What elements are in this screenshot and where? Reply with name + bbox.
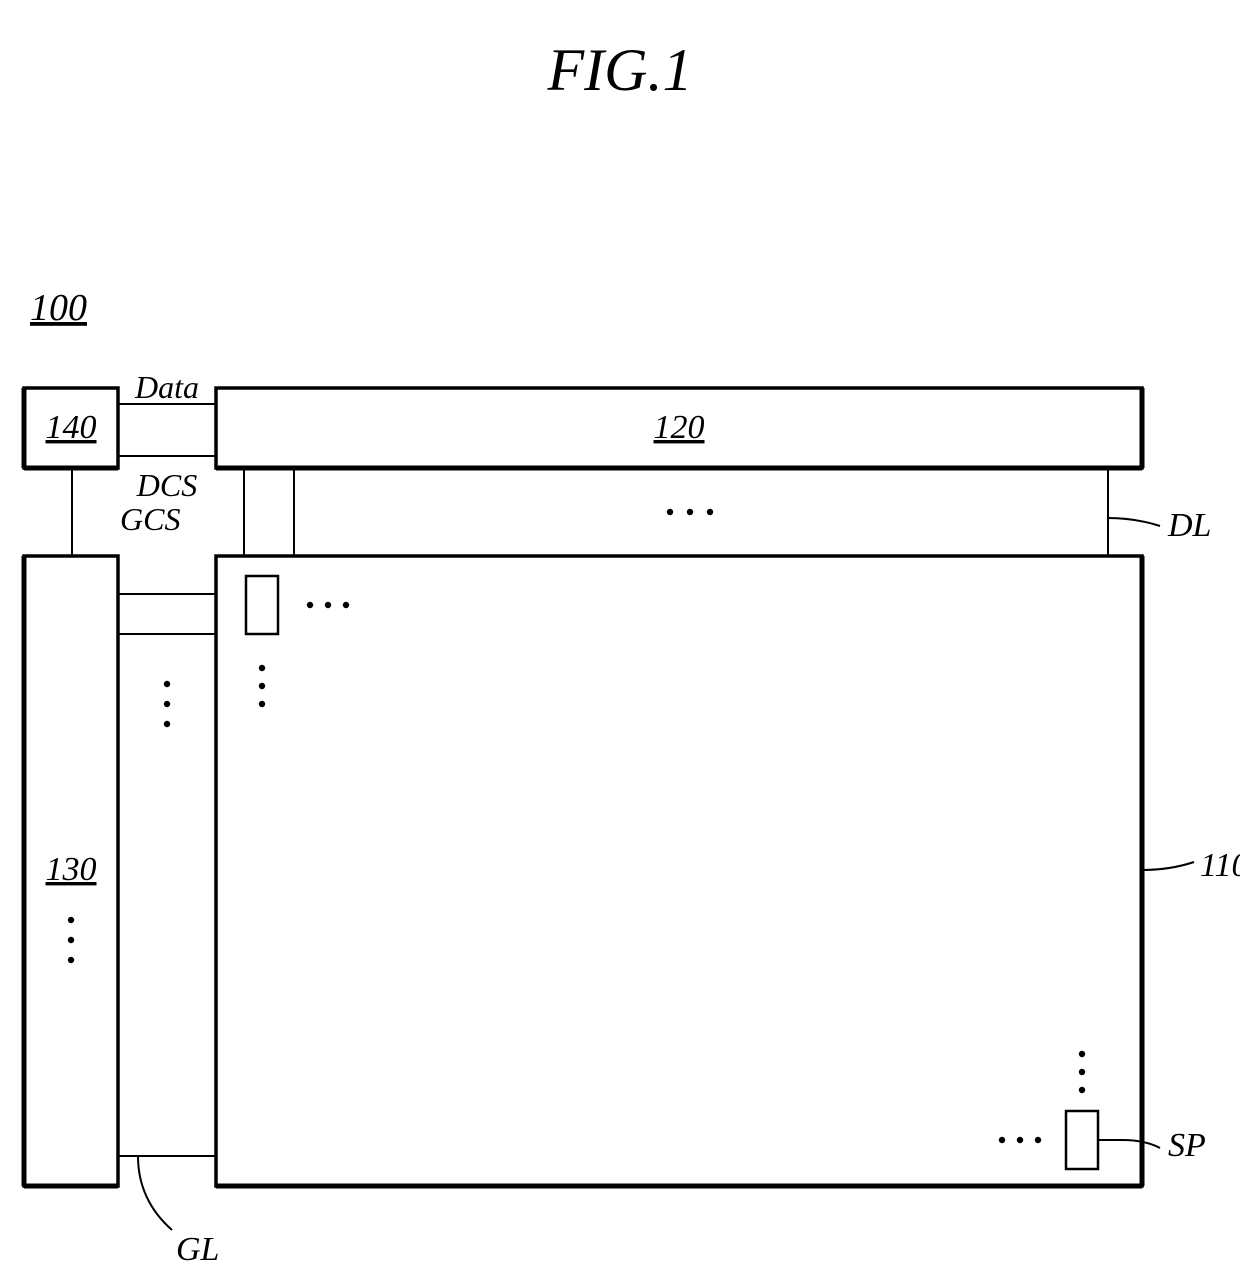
label-gcs: GCS: [120, 501, 180, 537]
ellipsis-sp-tl-h: [307, 602, 349, 608]
gl-leader: [138, 1156, 172, 1230]
sp-leader: [1098, 1140, 1160, 1148]
ellipsis-gl-top: [164, 681, 170, 727]
dl-leader: [1108, 518, 1160, 526]
label-140: 140: [46, 409, 97, 446]
sp-box-tl: [246, 576, 278, 634]
ref110-leader: [1142, 862, 1194, 870]
ellipsis-130: [68, 917, 74, 963]
ellipsis-dl: [667, 509, 713, 515]
figure-1-diagram: FIG.1 100 140 120 130 Data DCS GCS: [0, 0, 1240, 1267]
label-gl: GL: [176, 1231, 219, 1267]
figure-title: FIG.1: [547, 37, 693, 103]
ellipsis-sp-tl-v: [259, 665, 265, 707]
label-dcs: DCS: [136, 467, 197, 503]
sp-box-br: [1066, 1111, 1098, 1169]
label-110: 110: [1200, 847, 1240, 884]
ref-100: 100: [30, 287, 87, 329]
ellipsis-sp-br-h: [999, 1137, 1041, 1143]
label-sp: SP: [1168, 1127, 1206, 1164]
box-110: [216, 556, 1142, 1186]
label-120: 120: [654, 409, 705, 446]
label-dl: DL: [1167, 507, 1211, 544]
ellipsis-sp-br-v: [1079, 1051, 1085, 1093]
label-data: Data: [134, 369, 199, 405]
label-130: 130: [46, 851, 97, 888]
